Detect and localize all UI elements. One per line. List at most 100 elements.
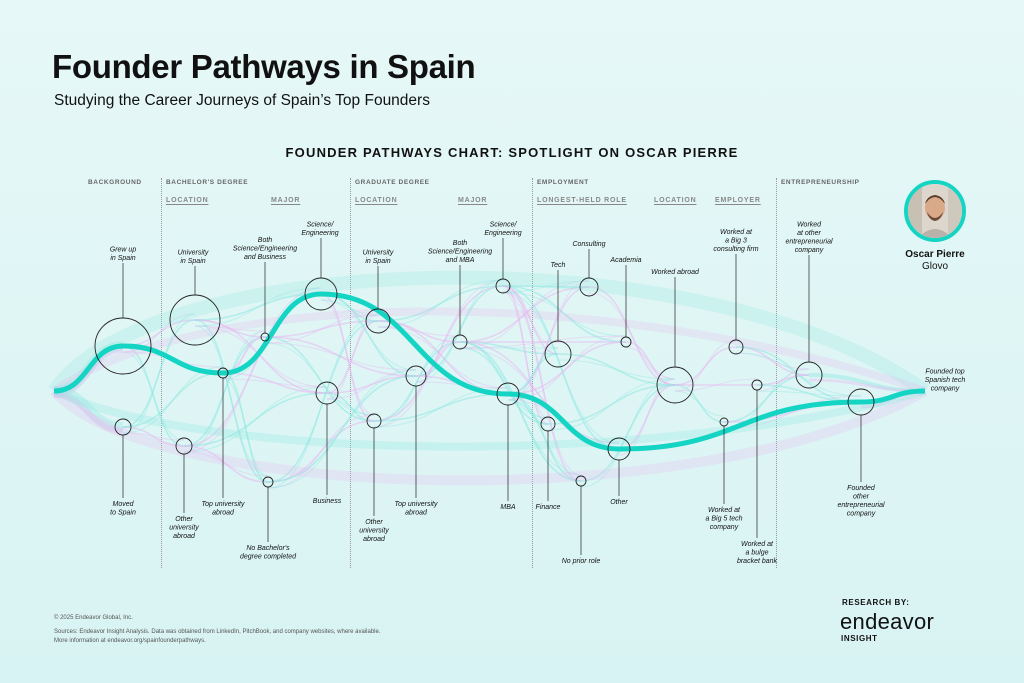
flow-line: [674, 378, 758, 392]
node-role-none: No prior role: [562, 475, 601, 565]
flow-line: [326, 398, 375, 416]
node-label-line: Worked at: [708, 507, 741, 514]
flow-line: [267, 414, 375, 489]
node-role-consulting: Consulting: [572, 241, 606, 297]
node-label-line: Finance: [536, 504, 561, 511]
flow-line: [194, 325, 328, 388]
node-label-line: company: [847, 511, 876, 518]
flow-line: [183, 451, 269, 477]
node-grad-top-univ: Top university abroad: [395, 365, 438, 517]
node-label: Consulting: [572, 241, 605, 248]
flow-line: [459, 347, 582, 476]
flow-line: [194, 287, 322, 327]
flow-line: [53, 392, 124, 434]
flow-line: [267, 369, 417, 489]
flow-line: [183, 392, 328, 447]
flow-line: [507, 341, 627, 395]
copyright: © 2025 Endeavor Global, Inc.: [54, 615, 133, 621]
flow-line: [502, 285, 549, 425]
node-bach-none: No Bachelor's degree completed: [240, 476, 297, 561]
more-info-link[interactable]: endeavor.org/spainfounderpathways.: [107, 638, 206, 644]
node-bach-top-univ: Top university abroad: [202, 367, 245, 517]
highlight-path: [53, 291, 926, 452]
node-label-line: abroad: [173, 533, 196, 540]
node-label: No prior role: [562, 558, 601, 565]
node-label-line: Other: [175, 516, 193, 523]
node-label-line: to Spain: [110, 510, 136, 517]
node-label-line: Science/Engineering: [428, 249, 492, 256]
flow-line: [674, 390, 725, 417]
flow-line: [502, 291, 620, 444]
node-label-line: Academia: [609, 257, 641, 264]
sub-emp-location: LOCATION: [654, 197, 697, 204]
flow-line: [507, 393, 582, 482]
flow-line: [415, 335, 461, 383]
node-bach-both: Both Science/Engineering and Business: [233, 237, 297, 342]
flow-line: [674, 340, 737, 392]
node-label: Top university abroad: [395, 501, 438, 517]
node-label-line: in Spain: [110, 255, 135, 262]
node-label-line: company: [795, 247, 824, 254]
node-label-line: university: [359, 528, 389, 535]
flow-line: [264, 342, 375, 416]
flow-lines: [48, 270, 930, 489]
founder-company: Glovo: [921, 261, 949, 272]
flow-line: [122, 345, 185, 447]
node-label: Founded top Spanish tech company: [925, 369, 966, 393]
flow-line: [183, 336, 266, 447]
flow-line: [122, 351, 185, 441]
flow-line: [183, 386, 328, 453]
sub-grad-major: MAJOR: [458, 197, 488, 204]
flow-line: [674, 384, 725, 423]
node-ent-other: Worked at other entrepreneurial company: [785, 222, 833, 389]
sources: Sources: Endeavor Insight Analysis. Data…: [54, 629, 381, 635]
node-label-line: Worked at: [741, 541, 774, 548]
node-role-other: Other: [607, 437, 631, 506]
node-label: Finance: [536, 504, 561, 511]
flow-line: [267, 320, 379, 483]
node-label-line: in Spain: [180, 258, 205, 265]
node-label-line: entrepreneurial: [785, 239, 833, 246]
page-subtitle: Studying the Career Journeys of Spain’s …: [54, 92, 430, 109]
sub-bach-major: MAJOR: [271, 197, 301, 204]
node-grew-up-spain: Grew up in Spain: [94, 247, 152, 375]
node-label-line: a bulge: [746, 550, 769, 557]
chart-title: FOUNDER PATHWAYS CHART: SPOTLIGHT ON OSC…: [285, 145, 739, 160]
node-label: Worked abroad: [651, 269, 700, 276]
flow-line: [502, 285, 582, 482]
section-background: BACKGROUND: [88, 179, 142, 186]
node-grad-sci: Science/Engineering: [484, 222, 522, 294]
flow-line: [735, 352, 810, 370]
flow-line: [373, 285, 504, 422]
node-label: University in Spain: [178, 250, 209, 266]
endeavor-logo: endeavor: [840, 609, 935, 634]
flow-line: [507, 399, 549, 419]
node-bach-univ-spain: University in Spain: [169, 250, 221, 346]
flow-line: [320, 293, 375, 422]
node-label-line: MBA: [500, 504, 516, 511]
node-label: Worked at a bulge bracket bank: [737, 541, 778, 565]
node-label-line: other: [853, 494, 870, 501]
node-label-line: Both: [258, 237, 273, 244]
flow-line: [267, 375, 417, 483]
node-label: Founded other entrepreneurial company: [837, 485, 885, 518]
research-by-label: RESEARCH BY:: [842, 598, 910, 607]
node-emp-big5: Worked at a Big 5 tech company: [706, 417, 743, 531]
flow-line: [194, 293, 322, 321]
node-role-finance: Finance: [536, 416, 561, 511]
node-label: Other university abroad: [359, 519, 389, 543]
flow-line: [459, 286, 590, 343]
flow-line: [580, 384, 676, 482]
node-label-line: University: [363, 250, 394, 257]
flow-line: [326, 392, 375, 422]
node-label: Top university abroad: [202, 501, 245, 517]
flow-line: [377, 285, 504, 322]
flow-line: [222, 378, 328, 388]
node-label-line: Science/: [307, 222, 335, 229]
flow-line: [264, 320, 379, 338]
node-label-line: entrepreneurial: [837, 502, 885, 509]
flow-line: [507, 347, 559, 401]
flow-line: [122, 319, 196, 428]
more-info-prefix: More information at: [54, 638, 108, 644]
node-label-line: University: [178, 250, 209, 257]
